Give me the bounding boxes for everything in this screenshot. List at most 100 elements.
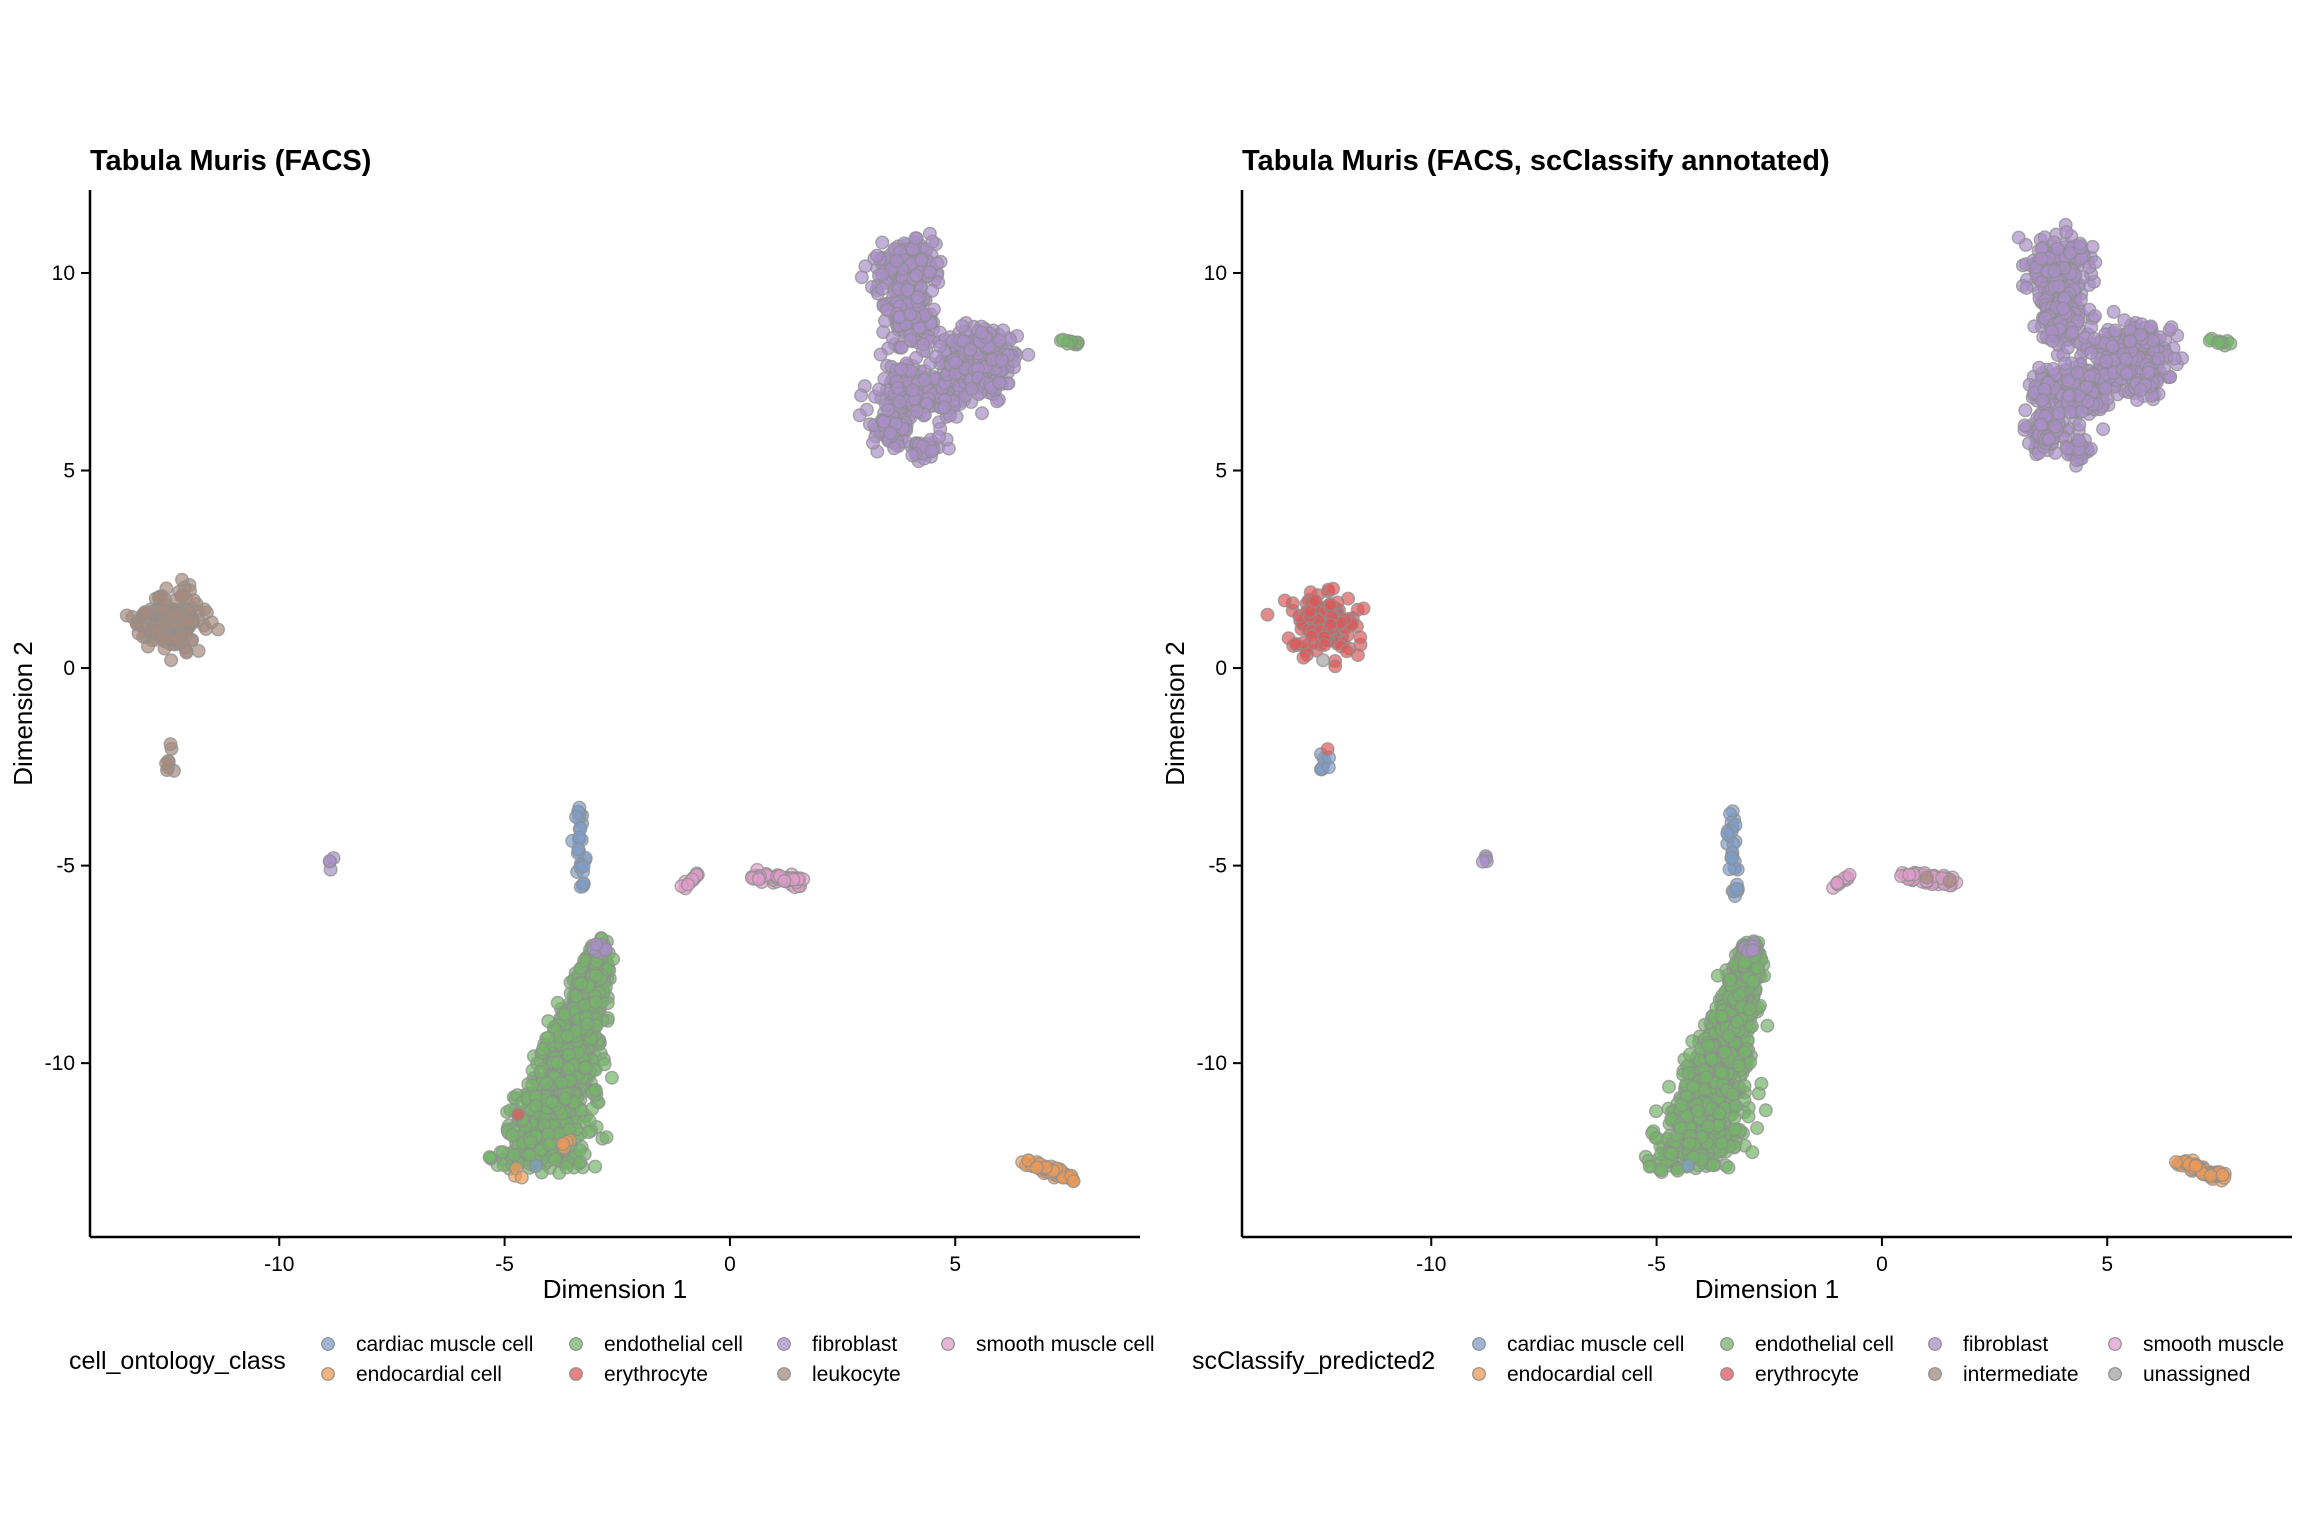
legend-key xyxy=(569,1367,583,1381)
panel-title: Tabula Muris (FACS, scClassify annotated… xyxy=(1242,145,1830,177)
x-tick-label: 0 xyxy=(724,1253,736,1276)
data-point xyxy=(1323,617,1338,632)
data-point xyxy=(1704,1052,1719,1067)
data-point xyxy=(2210,336,2225,351)
data-point xyxy=(2019,280,2034,295)
data-point xyxy=(1829,876,1844,891)
scatter-points xyxy=(119,226,1085,1189)
data-point xyxy=(994,353,1009,368)
data-point xyxy=(908,231,923,246)
data-point xyxy=(597,1057,612,1072)
data-point xyxy=(1714,1009,1729,1024)
data-point xyxy=(585,1101,600,1116)
legend-key xyxy=(1928,1337,1942,1351)
data-point xyxy=(2133,383,2148,398)
data-point xyxy=(2041,432,2056,447)
data-point xyxy=(2057,356,2072,371)
data-point xyxy=(2035,393,2050,408)
data-point xyxy=(1720,826,1735,841)
data-point xyxy=(1731,1058,1746,1073)
data-point xyxy=(964,381,979,396)
data-point xyxy=(507,1147,522,1162)
legend-label: fibroblast xyxy=(812,1333,897,1356)
data-point xyxy=(1902,867,1917,882)
data-point xyxy=(1649,1131,1664,1146)
data-point xyxy=(559,1160,574,1175)
data-point xyxy=(1056,332,1071,347)
data-point xyxy=(1661,1079,1676,1094)
legend-key xyxy=(321,1337,335,1351)
data-point xyxy=(2108,323,2123,338)
data-point xyxy=(1308,594,1323,609)
data-point xyxy=(2151,351,2166,366)
data-point xyxy=(1277,593,1292,608)
data-point xyxy=(909,268,924,283)
data-point xyxy=(885,330,900,345)
legend-label: endocardial cell xyxy=(1507,1363,1653,1386)
data-point xyxy=(1919,870,1934,885)
data-point xyxy=(1725,1087,1740,1102)
legend-key xyxy=(2108,1337,2122,1351)
data-point xyxy=(2168,1155,2183,1170)
legend-key xyxy=(1472,1337,1486,1351)
data-point xyxy=(164,653,179,668)
data-point xyxy=(131,626,146,641)
data-point xyxy=(158,592,173,607)
data-point xyxy=(1745,1145,1760,1160)
data-point xyxy=(1699,1070,1714,1085)
data-point xyxy=(525,1078,540,1093)
data-point xyxy=(557,1007,572,1022)
data-point xyxy=(1021,347,1036,362)
data-point xyxy=(589,937,604,952)
data-point xyxy=(870,248,885,263)
data-point xyxy=(1745,943,1760,958)
data-point xyxy=(588,995,603,1010)
data-point xyxy=(974,325,989,340)
data-point xyxy=(2088,255,2103,270)
data-point xyxy=(1732,988,1747,1003)
data-point xyxy=(1746,974,1761,989)
data-point xyxy=(576,859,591,874)
data-point xyxy=(2143,319,2158,334)
data-point xyxy=(751,872,766,887)
legend-key xyxy=(1472,1367,1486,1381)
legend-key xyxy=(1720,1367,1734,1381)
data-point xyxy=(963,342,978,357)
scatter-points xyxy=(1260,217,2238,1188)
data-point xyxy=(199,605,214,620)
data-point xyxy=(1737,1045,1752,1060)
data-point xyxy=(894,340,909,355)
data-point xyxy=(1260,607,1275,622)
data-point xyxy=(561,1061,576,1076)
data-point xyxy=(2133,327,2148,342)
data-point xyxy=(548,1152,563,1167)
data-point xyxy=(1750,1121,1765,1136)
data-point xyxy=(2065,325,2080,340)
data-point xyxy=(1710,968,1725,983)
data-point xyxy=(514,1170,529,1185)
data-point xyxy=(873,347,888,362)
data-point xyxy=(2118,352,2133,367)
data-point xyxy=(1029,1160,1044,1175)
data-point xyxy=(541,1014,556,1029)
data-point xyxy=(1681,1065,1696,1080)
data-point xyxy=(1328,659,1343,674)
data-point xyxy=(1737,1078,1752,1093)
y-tick-label: 5 xyxy=(63,460,75,483)
y-tick-label: -5 xyxy=(1208,855,1227,878)
legend-label: smooth muscle cell xyxy=(976,1333,1155,1356)
data-point xyxy=(905,383,920,398)
legend-key xyxy=(569,1337,583,1351)
data-point xyxy=(505,1128,520,1143)
data-point xyxy=(1690,1104,1705,1119)
data-point xyxy=(1758,1103,1773,1118)
data-point xyxy=(560,1029,575,1044)
data-point xyxy=(1723,972,1738,987)
data-point xyxy=(2164,320,2179,335)
data-point xyxy=(875,281,890,296)
data-point xyxy=(2072,417,2087,432)
data-point xyxy=(1701,1038,1716,1053)
data-point xyxy=(2079,380,2094,395)
data-point xyxy=(581,1125,596,1140)
